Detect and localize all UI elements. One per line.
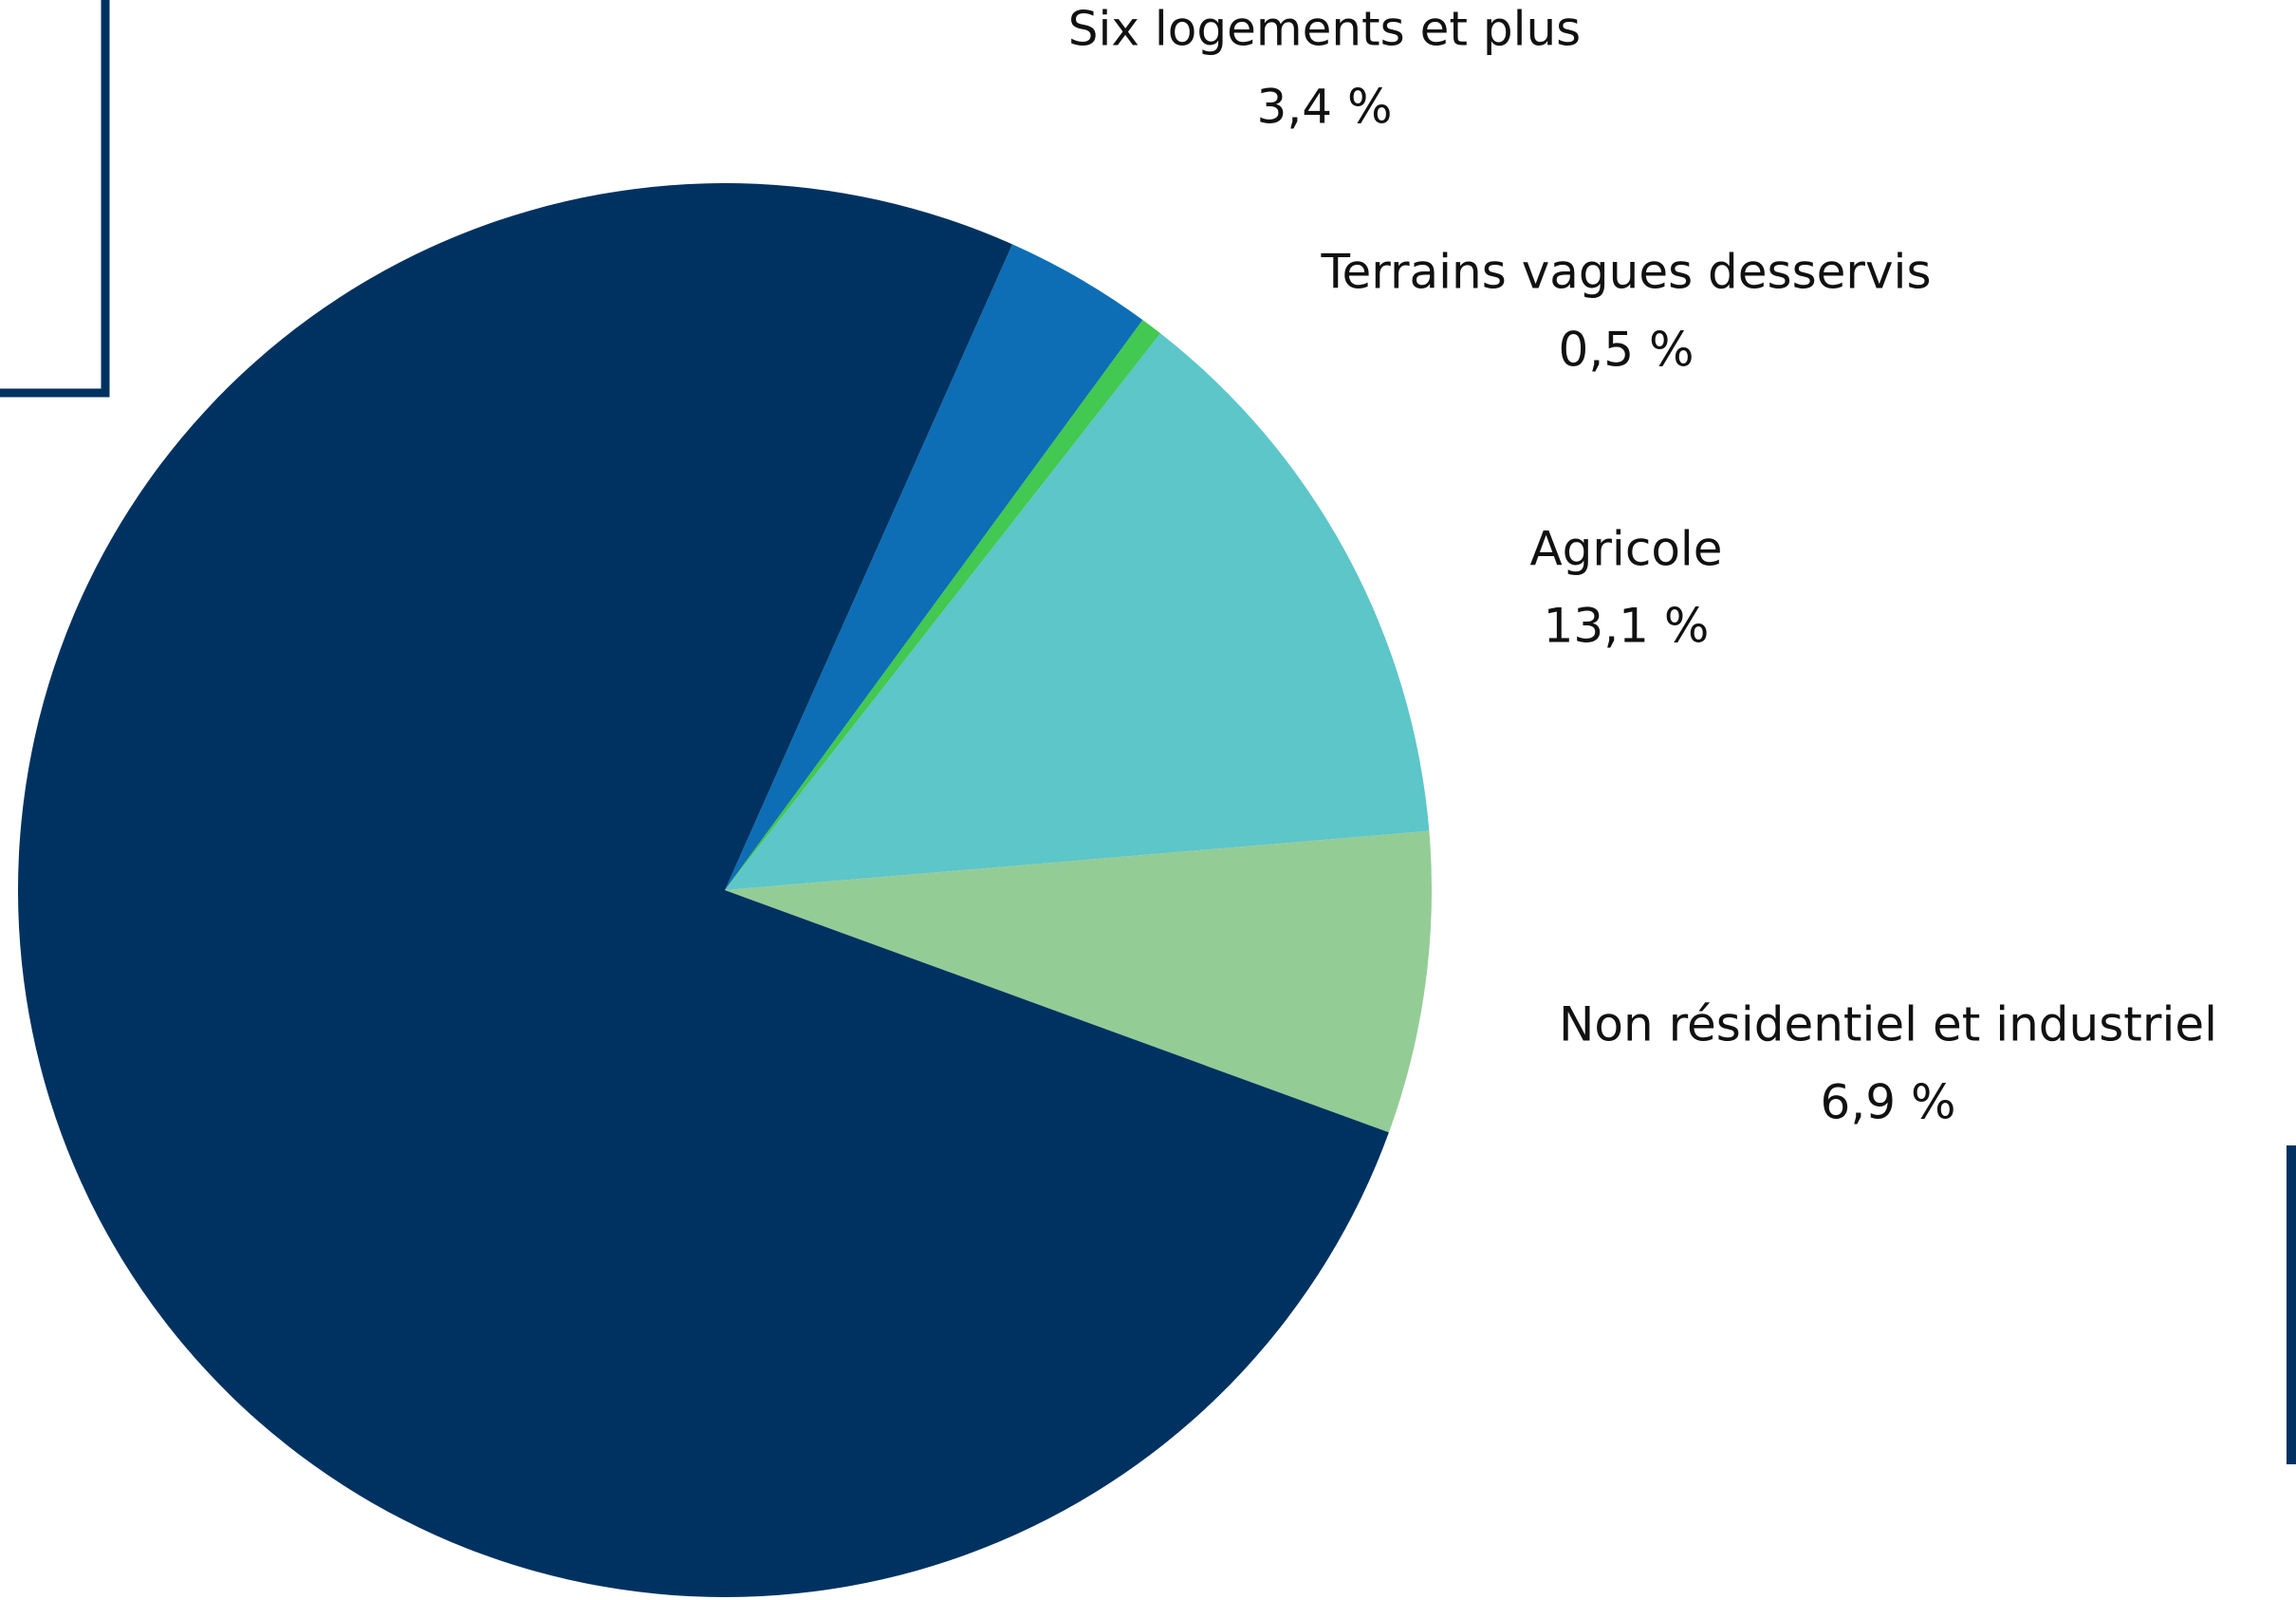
frame-bar [2287,1145,2296,1464]
labels: Six logements et plus 3,4 % Terrains vague… [1068,2,2217,1130]
slice-label: Six logements et plus [1068,2,1581,57]
value-label: 3,4 % [1257,80,1393,135]
value-label: 6,9 % [1821,1075,1956,1130]
slice-label: Terrains vagues desservis [1320,245,1931,300]
slice-label: Non résidentiel et industriel [1559,997,2217,1052]
slice [725,333,1430,891]
slice [725,830,1432,1133]
slice [725,244,1143,890]
value-label: 0,5 % [1559,323,1694,378]
slice [725,320,1161,890]
slice [18,182,1389,1597]
value-label: 13,1 % [1544,599,1710,654]
frame-corner [0,0,110,398]
pie [18,182,1432,1597]
slice-label: Agricole [1529,522,1722,577]
